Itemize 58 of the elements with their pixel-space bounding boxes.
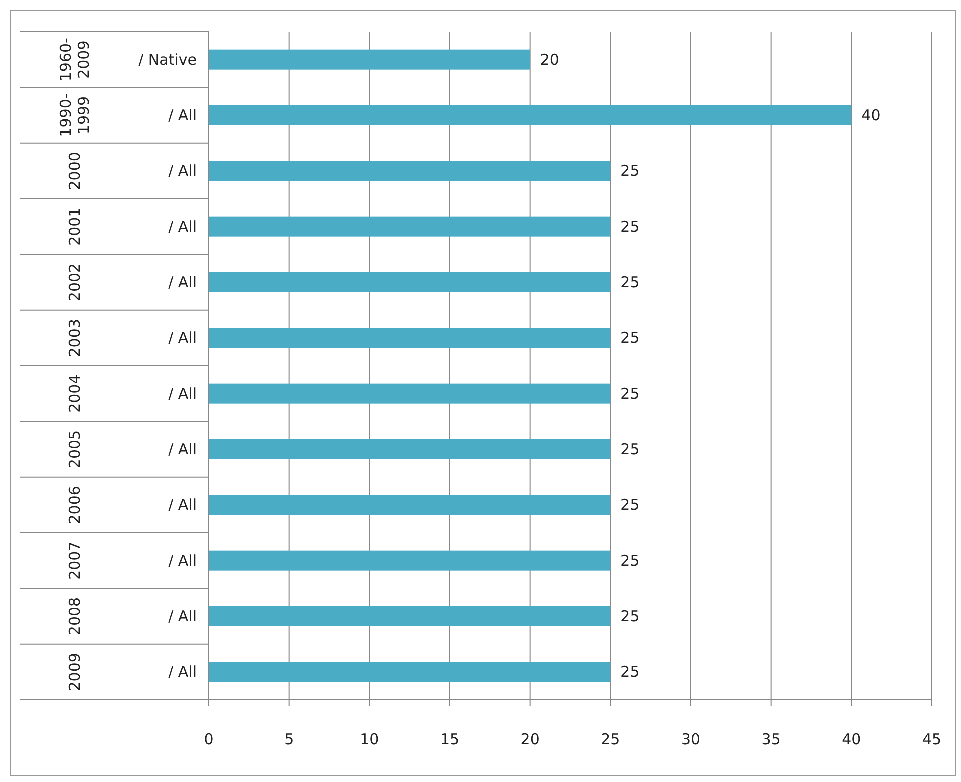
x-tick-label: 15 bbox=[440, 730, 460, 749]
x-tick-label: 30 bbox=[681, 730, 701, 749]
bar bbox=[209, 550, 611, 571]
data-label: 25 bbox=[620, 663, 640, 682]
x-tick-label: 5 bbox=[284, 730, 294, 749]
bar bbox=[209, 50, 530, 70]
y-tick-label: / All bbox=[168, 552, 197, 570]
y-tick-label: / All bbox=[168, 496, 197, 514]
text: 2003 bbox=[66, 319, 84, 358]
y-tick-label: / Native bbox=[138, 50, 197, 69]
text: 2006 bbox=[66, 486, 84, 524]
x-tick-label: 45 bbox=[922, 730, 942, 749]
bar bbox=[209, 106, 852, 126]
data-label: 25 bbox=[620, 608, 640, 626]
data-label: 25 bbox=[620, 496, 640, 514]
text: 2008 bbox=[66, 597, 84, 636]
data-label: 25 bbox=[620, 162, 640, 180]
text: 2002 bbox=[66, 263, 84, 302]
y-tick-label: / All bbox=[168, 329, 197, 348]
x-tick-label: 20 bbox=[520, 730, 540, 749]
bar bbox=[209, 272, 611, 292]
y-tick-label: / All bbox=[168, 663, 197, 682]
text: 2005 bbox=[66, 430, 84, 469]
text: 2009 bbox=[66, 653, 84, 692]
x-tick-label: 35 bbox=[762, 730, 781, 749]
data-label: 40 bbox=[862, 106, 881, 124]
text: 1990-1999 bbox=[57, 94, 93, 138]
bar bbox=[209, 161, 611, 182]
y-tick-label: / All bbox=[168, 218, 197, 236]
data-label: 25 bbox=[620, 440, 640, 458]
text: 2000 bbox=[66, 152, 84, 190]
y-tick-label: / All bbox=[168, 608, 197, 626]
data-label: 25 bbox=[620, 274, 640, 292]
y-tick-label: / All bbox=[168, 440, 197, 458]
y-tick-label: / All bbox=[168, 106, 197, 124]
text: 2007 bbox=[66, 542, 84, 580]
x-tick-label: 10 bbox=[360, 730, 380, 749]
bar bbox=[209, 216, 611, 237]
x-tick-label: 0 bbox=[204, 730, 214, 749]
y-tick-label: / All bbox=[168, 274, 197, 292]
bar bbox=[209, 328, 611, 348]
bar bbox=[209, 606, 611, 626]
data-label: 25 bbox=[620, 329, 640, 348]
y-tick-label: / All bbox=[168, 162, 197, 180]
text: 2001 bbox=[66, 208, 84, 246]
data-label: 20 bbox=[540, 50, 560, 69]
bar bbox=[209, 495, 611, 516]
x-tick-label: 25 bbox=[601, 730, 620, 749]
data-label: 25 bbox=[620, 218, 640, 236]
x-tick-label: 40 bbox=[842, 730, 862, 749]
bar bbox=[209, 384, 611, 404]
y-tick-label: / All bbox=[168, 384, 197, 403]
data-label: 25 bbox=[620, 384, 640, 403]
text: 1960-2009 bbox=[57, 38, 93, 82]
data-label: 25 bbox=[620, 552, 640, 570]
bar bbox=[209, 440, 611, 460]
text: 2004 bbox=[66, 374, 84, 413]
bar bbox=[209, 662, 611, 682]
